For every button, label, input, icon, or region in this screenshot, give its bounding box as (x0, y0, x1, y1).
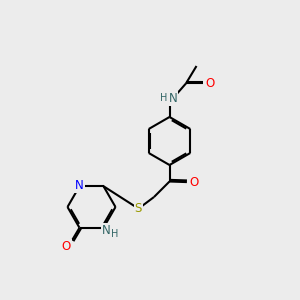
Text: H: H (160, 92, 168, 103)
Text: N: N (169, 92, 178, 105)
Text: O: O (189, 176, 198, 189)
Text: H: H (111, 230, 118, 239)
Text: O: O (61, 240, 70, 253)
Text: O: O (206, 77, 214, 90)
Text: S: S (135, 202, 142, 215)
Text: N: N (75, 179, 84, 192)
Text: N: N (101, 224, 110, 237)
